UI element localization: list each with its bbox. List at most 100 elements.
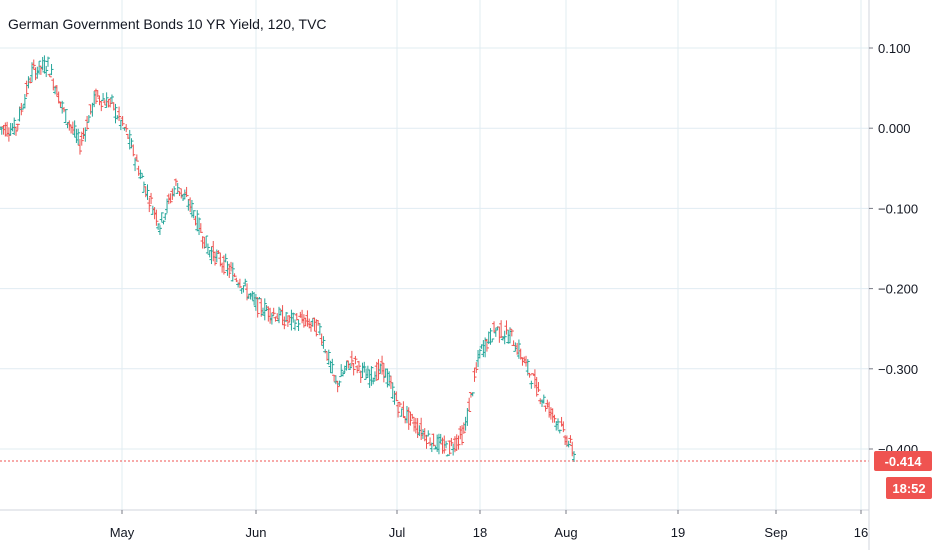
ohlc-bar [397,401,402,408]
ohlc-bar [282,316,287,330]
ohlc-bar [13,126,18,136]
ohlc-bar [216,250,221,255]
ohlc-bar [175,182,180,194]
ohlc-bar [502,330,507,345]
ohlc-bar [72,120,77,137]
ohlc-bar [518,348,523,360]
ohlc-bar [291,312,296,323]
ohlc-bar [337,380,342,387]
ohlc-bar [269,312,274,325]
time-axis[interactable]: May Jun Jul 18 Aug 19 Sep 16 [110,510,869,540]
ohlc-bar [60,100,65,114]
ohlc-bar [314,319,319,337]
ohlc-bar [396,402,401,418]
ohlc-bar [104,92,109,108]
ohlc-bar [156,223,161,230]
ohlc-bar [77,138,82,155]
ohlc-bar [330,358,335,374]
ohlc-bar [410,413,415,419]
last-price-value: -0.414 [885,454,923,469]
time-tick-label: 19 [671,525,685,540]
ohlc-bar [117,106,122,122]
ohlc-bar [390,382,395,400]
ohlc-bar [408,411,413,426]
ohlc-bar [22,94,27,109]
countdown-tag: 18:52 [886,477,932,499]
ohlc-bar [140,173,145,179]
ohlc-bar [568,435,573,444]
ohlc-bar [356,360,361,372]
ohlc-bar [63,109,68,124]
ohlc-bar [37,60,42,75]
ohlc-bar [321,336,326,349]
ohlc-bar [31,59,36,70]
time-tick-label: Sep [764,525,787,540]
ohlc-bar [369,366,374,386]
ohlc-bar [83,127,88,142]
price-tick-label: −0.300 [878,362,918,377]
ohlc-bar [157,225,162,235]
ohlc-bar [237,278,242,289]
ohlc-bar [401,401,406,418]
ohlc-bar [195,210,200,232]
ohlc-bar [120,115,125,126]
ohlc-bar [24,80,29,97]
ohlc-bar [168,193,173,204]
ohlc-bar [447,440,452,455]
ohlc-bar [534,376,539,397]
time-tick-label: 16 [854,525,868,540]
ohlc-bar [348,362,353,371]
ohlc-bar [351,363,356,376]
time-tick-label: Aug [554,525,577,540]
ohlc-bar [490,338,495,343]
ohlc-bar [474,362,479,373]
ohlc-bar [172,186,177,197]
ohlc-bar [213,251,218,266]
ohlc-bar [292,319,297,331]
ohlc-bar [317,323,322,336]
ohlc-bar [147,197,152,213]
ohlc-bar [76,128,81,146]
ohlc-bar [49,64,54,76]
ohlc-bar [124,124,129,133]
last-price-tag: -0.414 [874,451,932,471]
ohlc-bar [326,349,331,365]
ohlc-bar [262,298,267,321]
ohlc-bar [335,381,340,393]
ohlc-bar [232,273,237,278]
ohlc-bar [536,382,541,393]
ohlc-bar [472,367,477,382]
ohlc-bar [470,392,475,397]
ohlc-bar [449,437,454,447]
price-tick-label: −0.200 [878,282,918,297]
ohlc-bar [161,220,166,225]
ohlc-bar [184,186,189,198]
ohlc-bar [191,210,196,219]
ohlc-bar [145,184,150,200]
ohlc-bar [445,454,450,457]
ohlc-bar [86,115,91,123]
ohlc-bar [529,380,534,389]
ohlc-bar [149,192,154,204]
ohlc-bar [424,434,429,449]
ohlc-bar [294,312,299,321]
ohlc-bar [362,361,367,373]
ohlc-bar [45,56,50,67]
ohlc-bar [197,217,202,236]
ohlc-bar [255,297,260,318]
chart-grid [0,0,869,510]
ohlc-bar [163,213,168,220]
time-tick-label: 18 [473,525,487,540]
ohlc-bar [394,391,399,402]
ohlc-bar [134,154,139,162]
ohlc-bar [223,253,228,263]
ohlc-bar [509,328,514,337]
ohlc-bar [204,235,209,248]
price-tick-label: 0.000 [878,121,911,136]
ohlc-bar [221,255,226,275]
ohlc-bar [484,338,489,352]
ohlc-bar [561,421,566,433]
price-tick-label: 0.100 [878,41,911,56]
